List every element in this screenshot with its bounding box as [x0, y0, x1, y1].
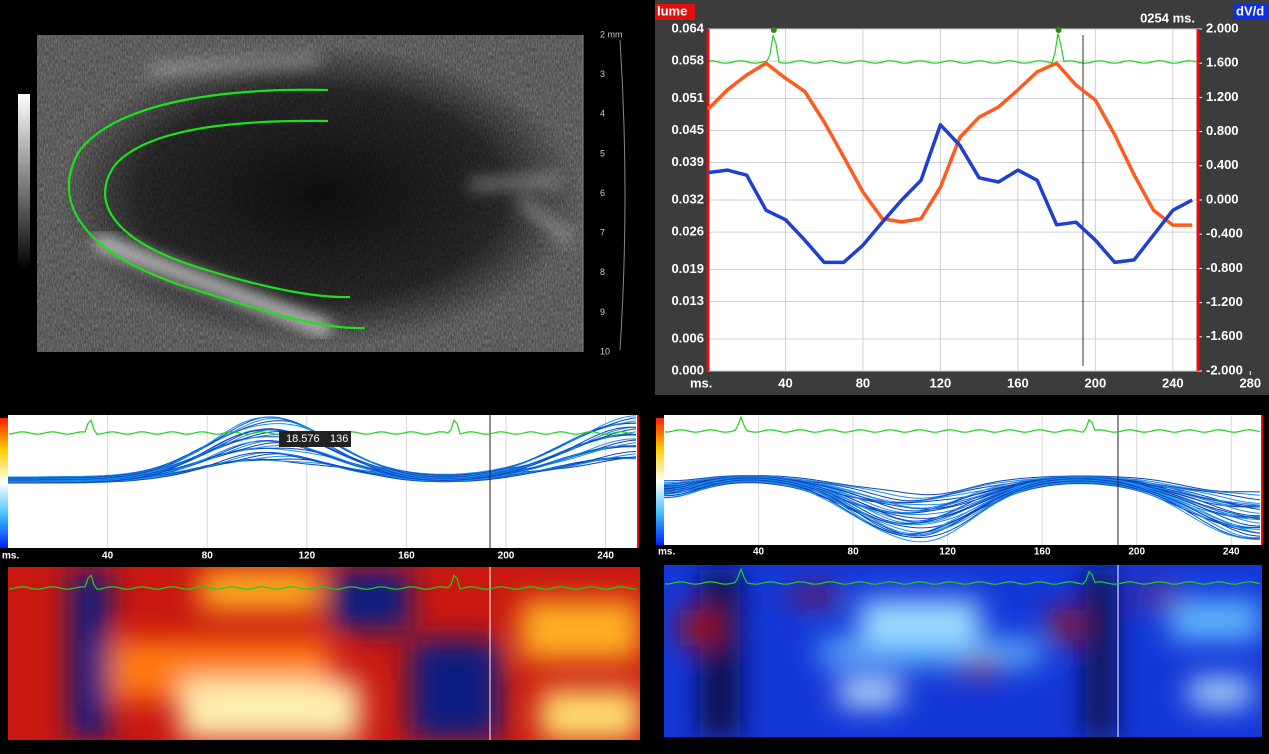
x-tick-label: 40	[778, 375, 792, 390]
y-tick-label: 0.019	[671, 261, 704, 276]
tooltip-time: 136	[330, 433, 348, 445]
series-line	[707, 123, 1194, 265]
strain-curves	[663, 475, 1261, 543]
strain-curve	[663, 475, 1261, 509]
y-tick-label: 0.006	[671, 330, 704, 345]
epicardial-trace	[67, 88, 366, 330]
x-tick-label: 200	[1128, 547, 1145, 558]
x-tick-label: 80	[202, 551, 214, 562]
depth-label: 7	[600, 228, 605, 238]
ultrasound-panel	[18, 35, 626, 352]
color-bar	[656, 418, 664, 545]
depth-label: 10	[600, 346, 610, 356]
heatmap-right	[664, 565, 1262, 737]
y2-tick-label: 1.600	[1206, 55, 1239, 70]
strain-curve	[663, 476, 1261, 534]
y2-tick-label: -0.800	[1206, 260, 1243, 275]
y2-tick-label: -2.000	[1206, 362, 1243, 377]
x-tick-label: 240	[597, 551, 614, 562]
x-tick-label: 40	[753, 547, 765, 558]
depth-label: 2 mm	[600, 29, 623, 39]
depth-label: 6	[600, 188, 605, 198]
strain-curve	[663, 478, 1261, 539]
x-tick-label: 120	[930, 375, 952, 390]
strain-right-panel: ms.	[656, 415, 1263, 737]
dvdt-badge	[1233, 4, 1269, 20]
strain-curve	[663, 475, 1260, 496]
y-tick-label: 0.051	[671, 90, 704, 105]
volume-badge-text: lume	[657, 3, 687, 18]
strain-curve	[664, 479, 1261, 539]
x-tick-label: 80	[856, 375, 870, 390]
y-tick-label: 0.058	[671, 53, 704, 68]
y-tick-label: 0.013	[671, 293, 704, 308]
ecg-trace	[665, 567, 1261, 585]
y2-tick-label: 0.800	[1206, 123, 1239, 138]
series-line	[706, 61, 1193, 227]
x-tick-label: 240	[1223, 547, 1240, 558]
wall-echo	[92, 233, 333, 337]
strain-curve	[664, 480, 1261, 543]
depth-label: 8	[600, 267, 605, 277]
x-unit: ms.	[690, 375, 712, 390]
depth-scale	[582, 35, 626, 352]
y2-tick-label: 0.400	[1206, 157, 1239, 172]
gray-scale-bar	[18, 94, 30, 270]
strain-curve	[663, 477, 1261, 537]
x-tick-label: 40	[102, 551, 114, 562]
endocardial-trace	[104, 119, 351, 299]
x-tick-label: 280	[1239, 375, 1261, 390]
y-tick-label: 0.064	[671, 20, 704, 35]
y-tick-label: 0.032	[671, 191, 704, 206]
depth-label: 3	[600, 69, 605, 79]
x-tick-label: 160	[398, 551, 415, 562]
dvdt-badge-text: dV/d	[1236, 3, 1264, 18]
volume-badge	[655, 4, 695, 20]
y2-tick-label: -1.600	[1206, 328, 1243, 343]
tooltip-value: 18.576	[286, 433, 320, 445]
tooltip	[279, 431, 351, 447]
depth-label: 4	[600, 109, 605, 119]
x-tick-label: 200	[498, 551, 515, 562]
y2-tick-label: 1.200	[1206, 89, 1239, 104]
x-unit: ms.	[2, 551, 19, 562]
y-tick-label: 0.000	[671, 362, 704, 377]
volume-panel: lume dV/d 0254 ms. ms.	[655, 0, 1269, 395]
wall-echo	[149, 55, 574, 244]
y-tick-label: 0.026	[671, 224, 704, 239]
depth-label: 9	[600, 307, 605, 317]
y-tick-label: 0.039	[671, 154, 704, 169]
heatmap-left	[8, 567, 640, 740]
x-tick-label: 80	[848, 547, 860, 558]
strain-curve	[663, 475, 1261, 522]
y2-tick-label: -1.200	[1206, 294, 1243, 309]
cursor-time: 0254 ms.	[1140, 10, 1195, 25]
x-tick-label: 240	[1162, 375, 1184, 390]
x-tick-label: 120	[939, 547, 956, 558]
y2-tick-label: -0.400	[1206, 226, 1243, 241]
x-tick-label: 200	[1085, 375, 1107, 390]
ecg-trace	[709, 33, 1197, 64]
ecg-trace	[9, 574, 638, 590]
ecg-trace	[665, 415, 1261, 433]
y-tick-label: 0.045	[671, 122, 704, 137]
x-tick-label: 160	[1034, 547, 1051, 558]
y2-tick-label: 2.000	[1206, 20, 1239, 35]
r-peak	[1055, 27, 1062, 33]
color-bar	[0, 418, 8, 548]
depth-label: 5	[600, 148, 605, 158]
x-unit: ms.	[658, 547, 675, 558]
x-tick-label: 160	[1007, 375, 1029, 390]
y2-tick-label: 0.000	[1206, 191, 1239, 206]
x-tick-label: 120	[298, 551, 315, 562]
r-peak	[770, 27, 777, 33]
